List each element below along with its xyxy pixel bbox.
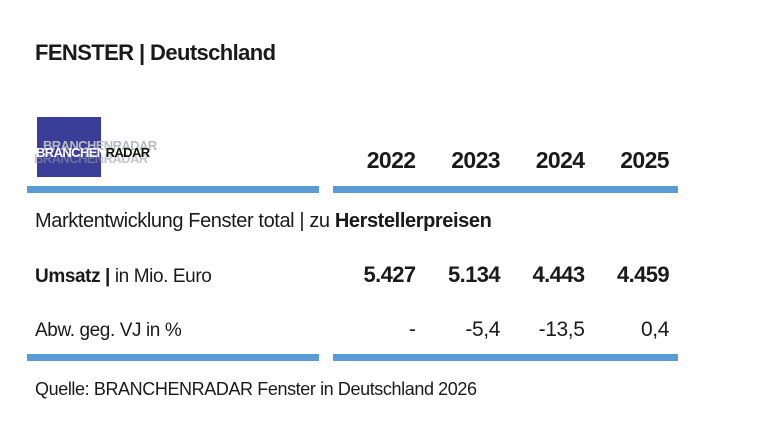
abw-value-2024: -13,5 <box>538 318 585 341</box>
section-title: Marktentwicklung Fenster total | zu Hers… <box>35 210 492 233</box>
divider-bar-bottom-left <box>27 354 319 361</box>
row-label-umsatz-bold: Umsatz | <box>35 266 110 287</box>
table-row-umsatz: Umsatz | in Mio. Euro 5.427 5.134 4.443 … <box>35 262 670 288</box>
row-label-umsatz-rest: in Mio. Euro <box>109 266 212 287</box>
umsatz-value-2025: 4.459 <box>616 262 670 287</box>
year-header-2025: 2025 <box>620 147 669 173</box>
logo-text-radar: RADAR <box>105 145 151 160</box>
umsatz-value-2022: 5.427 <box>363 262 416 287</box>
abw-value-2023: -5,4 <box>465 318 500 341</box>
branchenradar-logo: BRANCHENRADAR BRANCHENRADAR BRANCHENRADA… <box>34 117 207 177</box>
abw-value-2025: 0,4 <box>641 318 669 341</box>
logo-wordmark: BRANCHENRADAR BRANCHENRADAR BRANCHENRADA… <box>34 139 157 165</box>
section-title-regular: Marktentwicklung Fenster total | zu <box>35 210 335 232</box>
divider-bar-top-right <box>333 186 678 193</box>
year-header-2024: 2024 <box>535 147 585 173</box>
year-header-2022: 2022 <box>366 147 416 173</box>
section-title-bold: Herstellerpreisen <box>334 210 492 232</box>
year-header-row: 2022 2023 2024 2025 <box>35 147 670 173</box>
umsatz-value-2024: 4.443 <box>532 262 585 287</box>
year-header-2023: 2023 <box>451 147 500 173</box>
row-label-abweichung: Abw. geg. VJ in % <box>35 320 182 341</box>
logo-main-text: BRANCHENRADAR <box>36 145 150 160</box>
table-row-abweichung: Abw. geg. VJ in % - -5,4 -13,5 0,4 <box>35 318 669 342</box>
logo-ghost-text-top: BRANCHENRADAR <box>43 138 157 153</box>
logo-blue-square <box>37 117 101 177</box>
abw-value-2022: - <box>408 318 416 341</box>
logo-text-branchen: BRANCHEN <box>36 145 106 160</box>
source-note: Quelle: BRANCHENRADAR Fenster in Deutsch… <box>35 379 477 399</box>
umsatz-value-2023: 5.134 <box>447 262 501 287</box>
logo-ghost-text-bottom: BRANCHENRADAR <box>34 151 148 166</box>
divider-bar-bottom-right <box>333 354 678 361</box>
row-label-umsatz: Umsatz | in Mio. Euro <box>35 266 331 288</box>
page-title: FENSTER | Deutschland <box>35 40 276 65</box>
divider-bar-top-left <box>27 186 319 193</box>
